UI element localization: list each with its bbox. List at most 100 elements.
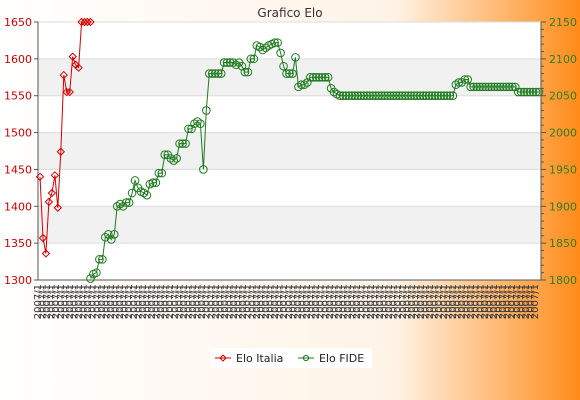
x-tick-label: 2007/1 — [471, 284, 482, 319]
data-point — [157, 168, 167, 178]
x-tick-label: 2007/1 — [238, 284, 249, 319]
x-tick-label: 2007/1 — [525, 284, 536, 319]
plot-band — [38, 243, 541, 280]
data-point — [109, 229, 119, 239]
data-point — [392, 91, 401, 101]
data-point — [205, 69, 214, 78]
data-point — [207, 69, 217, 78]
data-point — [323, 72, 333, 82]
data-point — [294, 82, 303, 92]
data-point — [282, 69, 291, 78]
data-point — [148, 178, 158, 187]
data-point — [436, 91, 446, 101]
data-point — [243, 67, 253, 77]
data-point — [56, 147, 65, 156]
data-point — [80, 17, 89, 27]
data-point — [65, 87, 74, 97]
series-layer — [35, 17, 544, 283]
x-tick-label: 2007/1 — [393, 284, 404, 319]
data-point — [374, 91, 383, 101]
x-tick-label: 2007/1 — [42, 284, 53, 319]
data-point — [502, 82, 511, 92]
data-point — [504, 82, 514, 92]
data-point — [507, 82, 517, 92]
x-tick-label: 2007/1 — [270, 284, 281, 319]
data-point — [166, 154, 175, 163]
data-point — [44, 197, 54, 207]
y-tick-label-right: 2150 — [549, 16, 577, 29]
data-point — [317, 72, 327, 82]
data-point — [255, 42, 265, 52]
x-tick-label: 2007/1 — [507, 284, 518, 319]
x-tick-label: 2007/1 — [193, 284, 204, 319]
y-tick-label-left: 1500 — [4, 127, 32, 140]
data-point — [199, 165, 208, 174]
data-point — [154, 168, 164, 178]
data-point — [439, 91, 449, 101]
data-point — [291, 53, 300, 62]
data-point — [106, 235, 116, 244]
data-point — [279, 61, 288, 71]
data-point — [528, 87, 538, 97]
data-point — [249, 54, 259, 64]
data-point — [178, 139, 187, 148]
x-tick-label: 2007/1 — [147, 284, 158, 319]
data-point — [412, 91, 422, 101]
x-tick-label: 2007/1 — [284, 284, 295, 319]
x-tick-label: 2007/1 — [503, 284, 514, 319]
x-tick-label: 2007/1 — [302, 284, 313, 319]
data-point — [86, 17, 95, 27]
x-tick-label: 2007/1 — [266, 284, 277, 319]
data-point — [288, 69, 297, 78]
data-point — [308, 72, 318, 82]
data-point — [389, 91, 398, 101]
x-tick-label: 2007/1 — [225, 284, 236, 319]
legend-box — [210, 348, 372, 368]
x-tick-label: 2007/1 — [83, 284, 94, 319]
data-point — [478, 82, 487, 92]
x-tick-label: 2007/1 — [133, 284, 144, 319]
x-tick-label: 2007/1 — [38, 284, 49, 319]
data-point — [484, 82, 493, 92]
data-point — [35, 172, 45, 182]
data-point — [95, 255, 104, 264]
data-point — [216, 69, 226, 78]
x-tick-label: 2007/1 — [298, 284, 309, 319]
x-tick-label: 2007/1 — [184, 284, 195, 319]
data-point — [83, 17, 92, 27]
data-point — [433, 91, 443, 101]
data-point — [181, 139, 190, 148]
data-point — [341, 91, 351, 101]
data-point — [490, 82, 499, 92]
data-point — [469, 82, 478, 92]
x-tick-label: 2007/1 — [398, 284, 409, 319]
data-point — [50, 171, 60, 180]
x-tick-label: 2007/1 — [220, 284, 231, 319]
x-tick-label: 2007/1 — [293, 284, 304, 319]
data-point — [460, 75, 470, 84]
x-tick-label: 2007/1 — [320, 284, 331, 319]
x-tick-label: 2007/1 — [457, 284, 468, 319]
x-tick-label: 2007/1 — [243, 284, 254, 319]
y-tick-label-right: 2000 — [549, 127, 577, 140]
x-tick-label: 2007/1 — [348, 284, 359, 319]
data-point — [115, 199, 125, 209]
x-tick-label: 2007/1 — [142, 284, 153, 319]
x-tick-label: 2007/1 — [384, 284, 395, 319]
data-point — [101, 232, 110, 242]
data-point — [401, 91, 410, 101]
x-tick-label: 2007/1 — [92, 284, 103, 319]
data-point — [522, 87, 532, 97]
y-tick-label-right: 2100 — [549, 53, 577, 66]
data-point — [228, 58, 238, 67]
data-point — [74, 63, 83, 72]
plot-band — [38, 206, 541, 244]
data-point — [368, 91, 377, 101]
data-point — [300, 80, 309, 89]
x-tick-label: 2007/1 — [343, 284, 354, 319]
data-point — [362, 91, 372, 101]
x-tick-label: 2007/1 — [339, 284, 350, 319]
y-tick-label-left: 1350 — [4, 237, 32, 250]
data-point — [404, 91, 413, 101]
